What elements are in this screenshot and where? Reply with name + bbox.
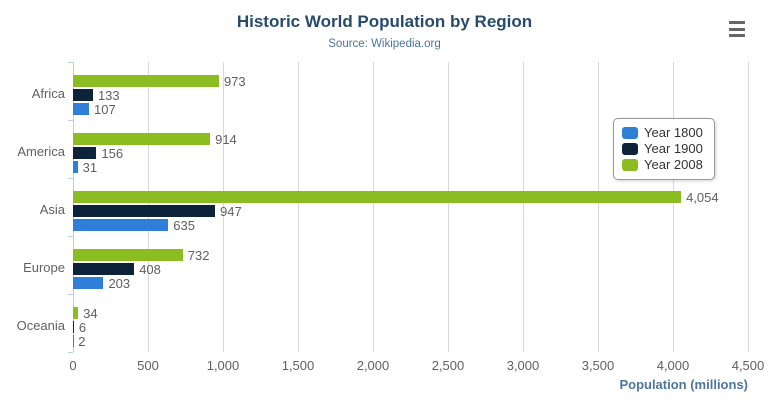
bar-africa-year-1800[interactable] [73, 103, 90, 115]
x-tick-label: 3,000 [506, 358, 540, 373]
data-label: 6 [78, 319, 87, 335]
category-axis-tick [68, 62, 73, 63]
data-label: 732 [187, 247, 210, 263]
legend-label: Year 1900 [644, 141, 703, 156]
legend-symbol-year-1800 [622, 127, 638, 139]
menu-bar [729, 27, 745, 31]
category-axis-tick [68, 120, 73, 121]
data-label: 408 [139, 261, 161, 277]
x-tick-label: 4,500 [731, 358, 765, 373]
x-tick-label: 1,500 [281, 358, 315, 373]
category-label-oceania: Oceania [16, 318, 65, 333]
bar-africa-year-2008[interactable] [73, 75, 219, 87]
menu-bar [729, 34, 745, 37]
bar-europe-year-1800[interactable] [73, 277, 104, 289]
category-axis-tick [68, 352, 73, 353]
chart-subtitle: Source: Wikipedia.org [328, 38, 441, 50]
legend-item-year-1800[interactable]: Year 1800 [622, 125, 703, 141]
gridline [447, 62, 449, 352]
data-label: 4,054 [686, 189, 719, 205]
hamburger-menu-icon[interactable] [729, 20, 747, 38]
legend-label: Year 1800 [644, 125, 703, 140]
gridline [297, 62, 299, 352]
x-tick-label: 500 [137, 358, 159, 373]
bar-america-year-1800[interactable] [73, 161, 78, 173]
gridline [372, 62, 374, 352]
category-axis-tick [68, 294, 73, 295]
gridline [522, 62, 524, 352]
legend-symbol-year-2008 [622, 159, 638, 171]
data-label: 947 [220, 203, 242, 219]
bar-asia-year-1900[interactable] [73, 205, 216, 217]
category-label-america: America [17, 144, 65, 159]
bar-america-year-2008[interactable] [73, 133, 211, 145]
gridline [222, 62, 224, 352]
gridline [597, 62, 599, 352]
bar-asia-year-1800[interactable] [73, 219, 169, 231]
data-label: 31 [82, 159, 98, 175]
category-label-europe: Europe [23, 260, 65, 275]
data-label: 914 [215, 131, 237, 147]
data-label: 34 [83, 305, 98, 321]
category-axis-tick [68, 178, 73, 179]
data-label: 973 [223, 73, 246, 89]
data-label: 2 [78, 333, 86, 349]
x-tick-label: 2,500 [431, 358, 465, 373]
bar-africa-year-1900[interactable] [73, 89, 93, 101]
x-tick-label: 1,000 [206, 358, 240, 373]
bar-oceania-year-1900[interactable] [73, 321, 74, 333]
plot-area: 973 133 107 914 156 31 4,054 947 635 732 408 203 34 6… [68, 62, 749, 353]
x-tick-label: 2,000 [356, 358, 390, 373]
chart-title: Historic World Population by Region [236, 12, 533, 31]
bar-america-year-1900[interactable] [73, 147, 97, 159]
data-label: 203 [108, 275, 131, 291]
x-tick-label: 4,000 [656, 358, 690, 373]
bar-asia-year-2008[interactable] [73, 191, 682, 203]
x-tick-label: 0 [69, 358, 77, 373]
x-tick-label: 3,500 [581, 358, 615, 373]
legend-label: Year 2008 [644, 157, 703, 172]
data-label: 107 [94, 101, 116, 117]
legend-item-year-2008[interactable]: Year 2008 [622, 157, 703, 173]
category-label-africa: Africa [31, 86, 65, 101]
gridline [747, 62, 749, 352]
data-label: 156 [101, 145, 124, 161]
data-label: 635 [173, 217, 195, 233]
category-label-asia: Asia [39, 202, 65, 217]
x-axis-title: Population (millions) [619, 377, 748, 392]
bar-europe-year-1900[interactable] [73, 263, 135, 275]
bar-oceania-year-2008[interactable] [73, 307, 79, 319]
legend-item-year-1900[interactable]: Year 1900 [622, 141, 703, 157]
legend-symbol-year-1900 [622, 143, 638, 155]
bar-europe-year-2008[interactable] [73, 249, 183, 261]
legend: Year 1800 Year 1900 Year 2008 [613, 118, 715, 180]
category-axis-tick [68, 236, 73, 237]
gridline [672, 62, 674, 352]
data-label: 133 [97, 87, 120, 103]
menu-bar [729, 21, 745, 24]
